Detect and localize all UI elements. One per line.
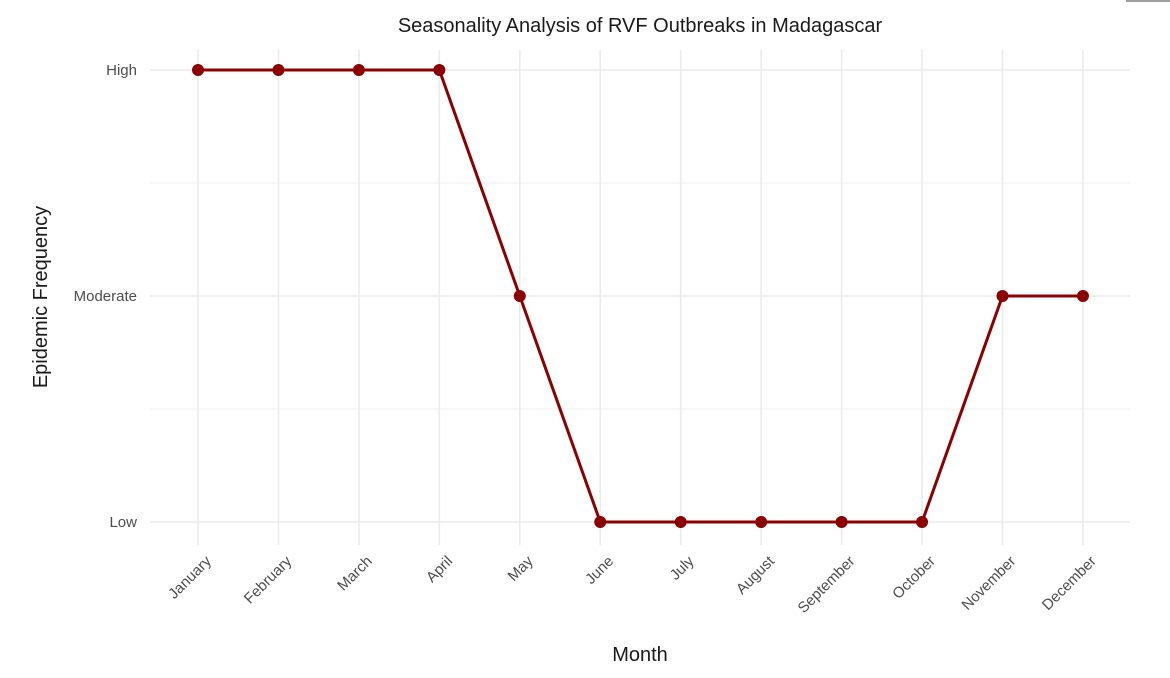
- x-tick-label: August: [733, 552, 779, 598]
- grid-lines: [150, 50, 1130, 545]
- data-point: [1076, 290, 1089, 302]
- chart-title: Seasonality Analysis of RVF Outbreaks in…: [398, 15, 883, 37]
- data-point: [433, 64, 446, 76]
- x-tick-label: May: [505, 552, 537, 584]
- data-point: [272, 64, 285, 76]
- data-point: [916, 516, 929, 528]
- x-tick-label: July: [667, 552, 698, 583]
- y-tick-labels: Low Moderate High: [74, 62, 138, 531]
- y-axis-title: Epidemic Frequency: [30, 206, 52, 388]
- x-axis-title: Month: [612, 644, 668, 666]
- y-tick-label: Low: [109, 514, 137, 531]
- data-point: [674, 516, 687, 528]
- data-point: [513, 290, 526, 302]
- data-point: [996, 290, 1009, 302]
- x-tick-label: June: [582, 553, 617, 588]
- x-tick-label: September: [795, 553, 859, 617]
- data-point: [192, 64, 204, 76]
- x-tick-label: April: [423, 553, 456, 586]
- x-tick-label: December: [1039, 553, 1100, 614]
- data-point: [835, 516, 848, 528]
- series-line: [198, 68, 1083, 524]
- x-tick-label: October: [889, 553, 939, 603]
- x-tick-label: March: [334, 553, 375, 594]
- data-point: [352, 64, 365, 76]
- window-corner-mark: [1126, 0, 1170, 2]
- x-tick-label: January: [165, 552, 215, 602]
- x-tick-labels: January February March April May June July Augu…: [165, 552, 1100, 616]
- data-point: [755, 516, 768, 528]
- series-group: [192, 64, 1089, 528]
- x-tick-label: February: [241, 552, 296, 607]
- x-tick-label: November: [958, 553, 1019, 614]
- y-tick-label: High: [106, 62, 137, 79]
- data-point: [594, 516, 607, 528]
- y-tick-label: Moderate: [74, 288, 137, 305]
